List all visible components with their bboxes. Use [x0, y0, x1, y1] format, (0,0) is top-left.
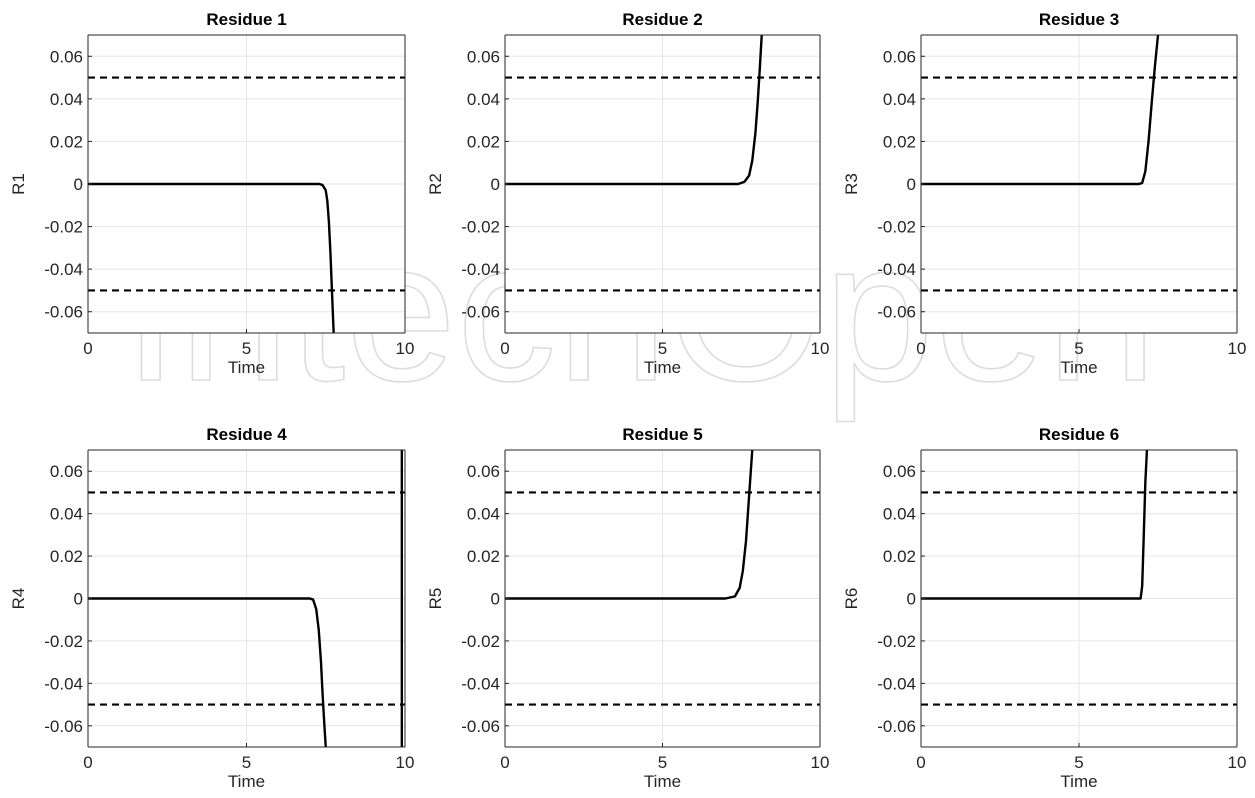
x-tick-label: 0 [916, 753, 925, 772]
y-tick-label: 0 [74, 175, 83, 194]
x-tick-label: 10 [396, 339, 415, 358]
residue-series-line-1 [505, 35, 763, 186]
y-axis-label: R3 [842, 173, 861, 195]
y-tick-label: 0.06 [883, 462, 916, 481]
y-tick-label: 0 [491, 175, 500, 194]
y-tick-label: 0.02 [467, 547, 500, 566]
subplot-title: Residue 6 [1039, 425, 1119, 444]
x-axis-label: Time [1060, 772, 1097, 791]
y-tick-label: 0.02 [467, 132, 500, 151]
y-tick-label: -0.06 [44, 717, 83, 736]
x-tick-label: 0 [500, 753, 509, 772]
y-axis-label: R1 [9, 173, 28, 195]
x-axis-label: Time [228, 358, 265, 377]
y-tick-label: -0.02 [44, 218, 83, 237]
x-axis-label: Time [644, 358, 681, 377]
x-tick-label: 5 [242, 753, 251, 772]
y-tick-label: 0.04 [50, 505, 83, 524]
subplot-title: Residue 1 [206, 10, 286, 29]
y-tick-label: 0.06 [467, 47, 500, 66]
y-tick-label: 0.02 [50, 547, 83, 566]
residue-series-line-1 [88, 597, 327, 747]
y-tick-label: 0 [74, 590, 83, 609]
y-tick-label: -0.02 [877, 218, 916, 237]
y-tick-label: 0.06 [50, 47, 83, 66]
y-tick-label: -0.02 [44, 632, 83, 651]
subplot-1: 0 5 10 -0.06 -0.04 -0.02 0 0.02 0.04 0.06 Residue … [9, 10, 414, 377]
y-tick-label: -0.04 [877, 674, 916, 693]
y-axis-label: R4 [9, 588, 28, 610]
y-tick-label: 0.06 [883, 47, 916, 66]
y-tick-label: -0.02 [877, 632, 916, 651]
x-tick-label: 5 [658, 753, 667, 772]
x-tick-label: 0 [83, 753, 92, 772]
residue-series-line-1 [921, 450, 1149, 600]
x-axis-label: Time [644, 772, 681, 791]
x-tick-label: 0 [916, 339, 925, 358]
x-tick-label: 5 [658, 339, 667, 358]
y-tick-label: -0.04 [44, 260, 83, 279]
x-tick-label: 0 [500, 339, 509, 358]
y-tick-label: 0 [907, 175, 916, 194]
y-tick-label: 0.06 [467, 462, 500, 481]
y-tick-label: 0.04 [883, 90, 916, 109]
subplot-2: 0 5 10 -0.06 -0.04 -0.02 0 0.02 0.04 0.06 Residue … [426, 10, 829, 377]
y-tick-label: 0.04 [883, 505, 916, 524]
subplot-6: 0 5 10 -0.06 -0.04 -0.02 0 0.02 0.04 0.06 Residue … [842, 425, 1246, 791]
subplot-grid: 0 5 10 -0.06 -0.04 -0.02 0 0.02 0.04 0.06 Residue … [9, 10, 1246, 791]
y-tick-label: -0.06 [877, 303, 916, 322]
x-tick-label: 5 [1074, 753, 1083, 772]
y-tick-label: -0.04 [461, 260, 500, 279]
y-axis-label: R5 [426, 588, 445, 610]
residue-series-line-1 [88, 182, 335, 333]
y-tick-label: 0.04 [50, 90, 83, 109]
subplot-3: 0 5 10 -0.06 -0.04 -0.02 0 0.02 0.04 0.06 Residue … [842, 10, 1246, 377]
y-tick-label: -0.02 [461, 218, 500, 237]
residue-series-line-1 [921, 35, 1160, 186]
x-tick-label: 5 [1074, 339, 1083, 358]
y-tick-label: -0.06 [461, 303, 500, 322]
y-tick-label: 0.04 [467, 505, 500, 524]
x-tick-label: 10 [1228, 753, 1247, 772]
y-tick-label: 0.02 [883, 132, 916, 151]
y-tick-label: -0.04 [877, 260, 916, 279]
x-tick-label: 0 [83, 339, 92, 358]
y-tick-label: 0 [491, 590, 500, 609]
y-tick-label: 0.02 [50, 132, 83, 151]
y-tick-label: 0.06 [50, 462, 83, 481]
y-tick-label: 0.02 [883, 547, 916, 566]
x-tick-label: 10 [1228, 339, 1247, 358]
subplot-title: Residue 3 [1039, 10, 1119, 29]
y-tick-label: -0.04 [461, 674, 500, 693]
x-tick-label: 5 [242, 339, 251, 358]
x-axis-label: Time [1060, 358, 1097, 377]
y-tick-label: -0.06 [461, 717, 500, 736]
y-tick-label: 0 [907, 590, 916, 609]
subplot-5: 0 5 10 -0.06 -0.04 -0.02 0 0.02 0.04 0.06 Residue … [426, 425, 829, 791]
residue-series-line-1 [505, 450, 754, 600]
x-tick-label: 10 [811, 753, 830, 772]
y-tick-label: -0.04 [44, 674, 83, 693]
y-tick-label: 0.04 [467, 90, 500, 109]
subplot-4: 0 5 10 -0.06 -0.04 -0.02 0 0.02 0.04 0.06 Residue … [9, 425, 414, 791]
y-tick-label: -0.06 [44, 303, 83, 322]
subplot-title: Residue 4 [206, 425, 287, 444]
y-axis-label: R2 [426, 173, 445, 195]
y-axis-label: R6 [842, 588, 861, 610]
subplot-title: Residue 2 [622, 10, 702, 29]
x-tick-label: 10 [811, 339, 830, 358]
y-tick-label: -0.02 [461, 632, 500, 651]
x-tick-label: 10 [396, 753, 415, 772]
subplot-title: Residue 5 [622, 425, 702, 444]
y-tick-label: -0.06 [877, 717, 916, 736]
x-axis-label: Time [228, 772, 265, 791]
